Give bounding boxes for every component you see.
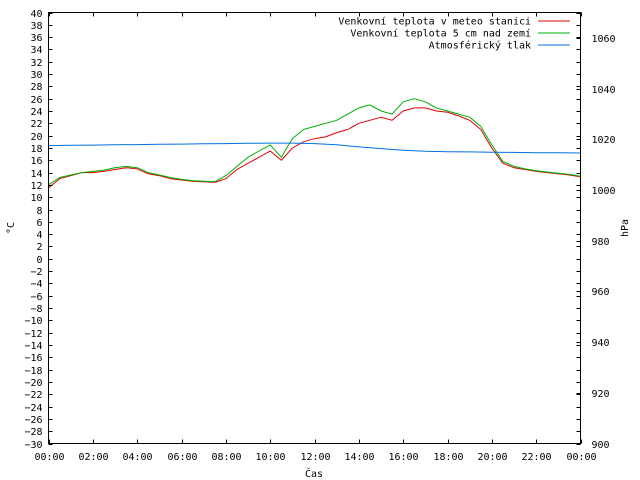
x-tick-label: 04:00: [122, 452, 152, 463]
series-line-3: [48, 142, 581, 154]
y-axis-label-right: hPa: [620, 219, 631, 237]
left-tick-label: 16: [30, 156, 42, 167]
right-tick-label: 980: [592, 237, 610, 248]
left-tick-label: −14: [24, 341, 42, 352]
left-tick-label: 36: [30, 33, 42, 44]
legend-label: Venkovní teplota v meteo stanici: [338, 16, 531, 28]
right-tick-label: 900: [592, 440, 610, 451]
x-tick-label: 06:00: [167, 452, 197, 463]
x-axis-label: Čas: [305, 467, 323, 480]
x-tick-label: 08:00: [211, 452, 241, 463]
left-tick-label: 6: [36, 218, 42, 229]
x-tick-label: 00:00: [34, 452, 64, 463]
x-axis: 00:00 02:00 04:00 06:00 08:00 10:00 12:00 14:00…: [34, 12, 597, 463]
y-axis-label-left: °C: [6, 222, 17, 234]
left-tick-label: 28: [30, 82, 42, 93]
left-tick-label: 2: [36, 242, 42, 253]
left-tick-label: −24: [24, 403, 42, 414]
left-tick-label: 8: [36, 206, 42, 217]
x-tick-label: 02:00: [78, 452, 108, 463]
x-tick-label: 22:00: [521, 452, 551, 463]
legend-label: Venkovní teplota 5 cm nad zemí: [350, 28, 531, 40]
left-tick-label: −30: [24, 440, 42, 451]
x-tick-label: 10:00: [255, 452, 285, 463]
left-tick-label: 30: [30, 70, 42, 81]
left-tick-label: 12: [30, 181, 42, 192]
plot-frame: [48, 12, 581, 444]
right-tick-label: 1000: [592, 186, 616, 197]
left-tick-label: 4: [36, 230, 42, 241]
x-tick-label: 14:00: [344, 452, 374, 463]
legend-label: Atmosférický tlak: [429, 40, 531, 52]
series-line-1: [48, 107, 581, 189]
right-y-axis: 900 920 940 960 980 1000 1020 1040 1060: [576, 34, 616, 451]
x-tick-label: 00:00: [566, 452, 596, 463]
x-tick-label: 20:00: [477, 452, 507, 463]
right-tick-label: 940: [592, 338, 610, 349]
left-tick-label: −28: [24, 427, 42, 438]
left-tick-label: −26: [24, 415, 42, 426]
left-tick-label: −16: [24, 353, 42, 364]
x-tick-label: 18:00: [433, 452, 463, 463]
left-tick-label: −12: [24, 329, 42, 340]
left-tick-label: 10: [30, 193, 42, 204]
left-tick-label: −18: [24, 366, 42, 377]
left-tick-label: −20: [24, 378, 42, 389]
left-tick-label: −4: [30, 279, 42, 290]
left-tick-label: 20: [30, 132, 42, 143]
right-tick-label: 960: [592, 287, 610, 298]
left-tick-label: 24: [30, 107, 42, 118]
x-tick-label: 16:00: [388, 452, 418, 463]
legend: Venkovní teplota v meteo staniciVenkovní…: [338, 16, 570, 52]
left-tick-label: −22: [24, 390, 42, 401]
left-tick-label: −10: [24, 316, 42, 327]
right-tick-label: 1020: [592, 135, 616, 146]
left-tick-label: 34: [30, 45, 42, 56]
left-tick-label: 40: [30, 9, 42, 20]
left-y-axis: −30−28−26−24−22−20−18−16−14−12−10−8−6−4−…: [24, 9, 581, 451]
right-tick-label: 1040: [592, 85, 616, 96]
x-tick-label: 12:00: [300, 452, 330, 463]
left-tick-label: −8: [30, 304, 42, 315]
left-tick-label: 0: [36, 255, 42, 266]
series-line-2: [48, 98, 581, 186]
left-tick-label: −6: [30, 292, 42, 303]
left-tick-label: −2: [30, 267, 42, 278]
left-tick-label: 38: [30, 21, 42, 32]
left-tick-label: 32: [30, 58, 42, 69]
right-tick-label: 1060: [592, 34, 616, 45]
left-tick-label: 18: [30, 144, 42, 155]
left-tick-label: 26: [30, 95, 42, 106]
left-tick-label: 14: [30, 169, 42, 180]
right-tick-label: 920: [592, 389, 610, 400]
left-tick-label: 22: [30, 119, 42, 130]
series-layer: [48, 98, 581, 189]
